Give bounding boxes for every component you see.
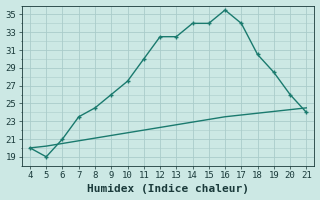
- X-axis label: Humidex (Indice chaleur): Humidex (Indice chaleur): [87, 184, 249, 194]
